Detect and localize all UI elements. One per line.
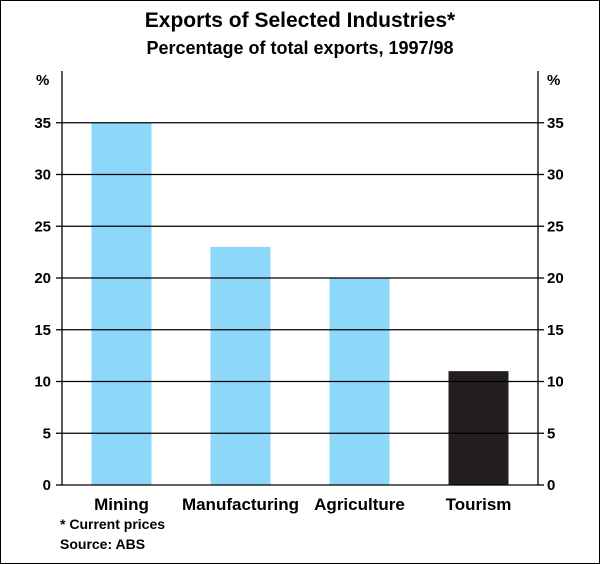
right-tick-label: 25 [547,218,564,235]
left-tick-label: 15 [34,322,51,339]
left-tick-label: 10 [34,374,51,391]
source-note: Source: ABS [60,536,146,552]
left-unit-label: % [36,72,49,89]
left-tick-label: 5 [43,425,51,442]
left-tick-label: 20 [34,270,51,287]
left-tick-label: 35 [34,115,51,132]
left-tick-label: 0 [43,477,51,494]
right-tick-label: 5 [547,425,555,442]
bar-mining [91,122,152,485]
category-label: Tourism [446,495,512,514]
chart-subtitle: Percentage of total exports, 1997/98 [146,38,454,58]
bar-tourism [448,371,509,485]
left-tick-label: 30 [34,167,51,184]
bar-manufacturing [210,246,271,485]
chart-title: Exports of Selected Industries* [144,9,456,32]
category-label: Mining [94,495,149,514]
left-tick-label: 25 [34,218,51,235]
right-unit-label: % [547,72,560,89]
right-tick-label: 15 [547,322,564,339]
right-tick-label: 35 [547,115,564,132]
category-label: Manufacturing [182,495,299,514]
category-label: Agriculture [314,495,405,514]
right-tick-label: 10 [547,374,564,391]
footnote: * Current prices [60,516,166,532]
right-tick-label: 0 [547,477,555,494]
right-tick-label: 30 [547,167,564,184]
right-tick-label: 20 [547,270,564,287]
